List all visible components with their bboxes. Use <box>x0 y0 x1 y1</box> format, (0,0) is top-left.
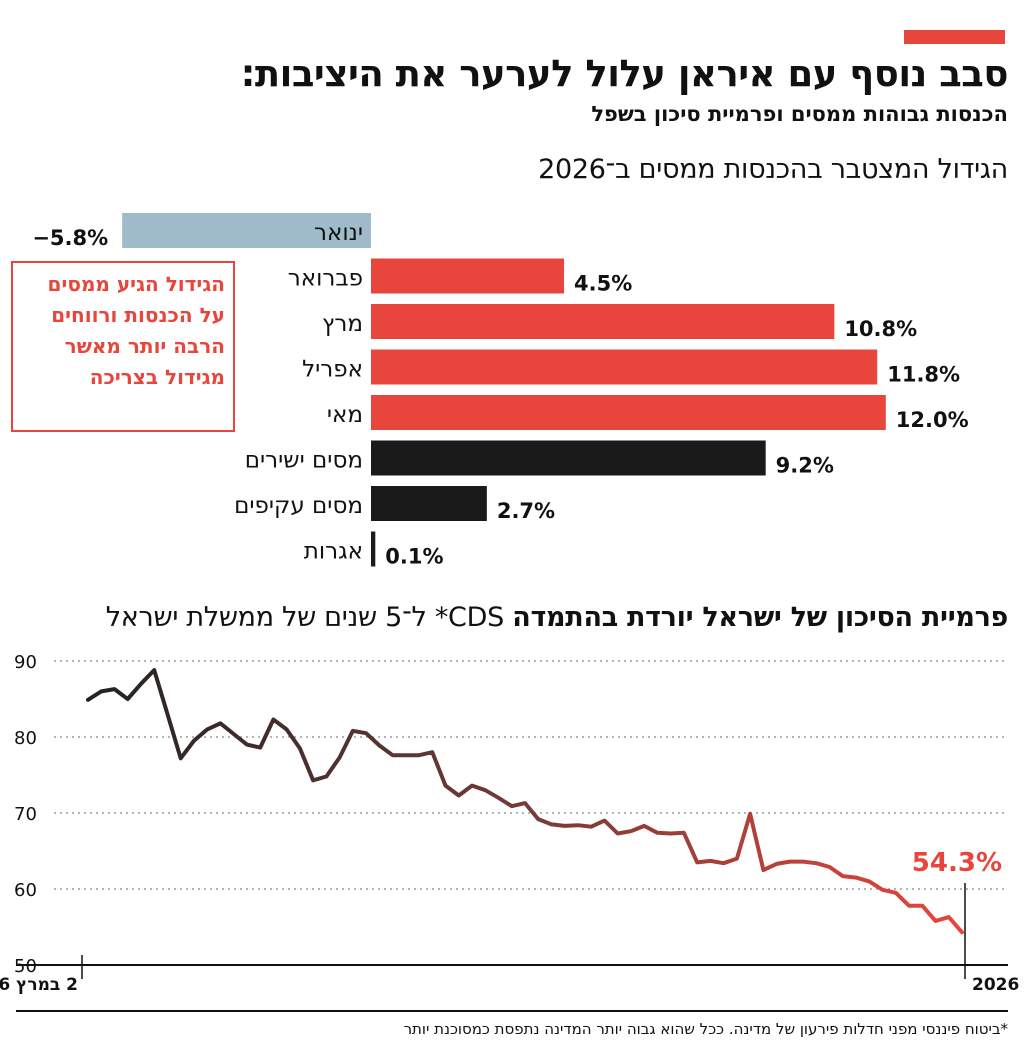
bar <box>371 486 487 521</box>
value-label: 11.8% <box>887 363 960 387</box>
line-chart: 50 60 70 80 90 54.3% 2 במרץ 2026 4 ביוני 2026 <box>0 652 1024 995</box>
category-label: מרץ <box>322 311 363 337</box>
value-label: 0.1% <box>385 545 443 569</box>
x-end-label: 4 ביוני 2026 <box>972 975 1024 995</box>
cds-line <box>86 668 964 935</box>
page-subtitle: הכנסות גבוהות ממסים ופרמיית סיכון בשפל <box>591 102 1008 126</box>
y-tick-label: 80 <box>14 728 37 749</box>
page-title: סבב נוסף עם איראן עלול לערער את היציבות: <box>240 52 1009 95</box>
category-label: אגרות <box>304 539 363 565</box>
accent-bar <box>904 30 1005 44</box>
category-label: מאי <box>327 402 363 428</box>
value-label: 4.5% <box>574 272 632 296</box>
bar <box>371 258 565 294</box>
category-label: פברואר <box>288 266 363 292</box>
category-label: ינואר <box>314 220 363 246</box>
y-tick-label: 50 <box>14 956 37 977</box>
line-chart-title: פרמיית הסיכון של ישראל יורדת בהתמדה CDS*… <box>105 600 1009 636</box>
bar <box>371 531 376 567</box>
bar-chart-title: הגידול המצטבר בהכנסות ממסים ב־2026 <box>538 154 1008 185</box>
bar <box>371 440 766 476</box>
bar-chart: ינואר −5.8% פברואר 4.5% מרץ 10.8% אפריל 11.8% מא… <box>32 213 969 569</box>
bar <box>122 213 372 248</box>
bar <box>371 304 835 339</box>
category-label: מסים ישירים <box>245 448 363 474</box>
x-start-label: 2 במרץ 2026 <box>0 975 78 995</box>
line-chart-title-rest: CDS* ל־5 שנים של ממשלת ישראל <box>105 602 513 633</box>
bar <box>371 349 878 385</box>
last-value-label: 54.3% <box>912 848 1002 878</box>
value-label: 10.8% <box>844 317 917 341</box>
y-tick-label: 90 <box>14 652 37 673</box>
category-label: מסים עקיפים <box>234 493 363 519</box>
footnote: *ביטוח פיננסי מפני חדלות פירעון של מדינה… <box>403 1020 1008 1038</box>
bar <box>371 395 886 430</box>
footnote-divider <box>16 1010 1008 1012</box>
y-tick-label: 70 <box>14 804 37 825</box>
value-label: 9.2% <box>776 454 834 478</box>
y-tick-label: 60 <box>14 880 37 901</box>
value-label: −5.8% <box>32 226 108 250</box>
callout-box: הגידול הגיע ממסים על הכנסות ורווחים הרבה… <box>11 261 235 432</box>
value-label: 12.0% <box>896 408 969 432</box>
line-chart-title-bold: פרמיית הסיכון של ישראל יורדת בהתמדה <box>512 602 1008 633</box>
value-label: 2.7% <box>497 499 555 523</box>
category-label: אפריל <box>302 357 363 383</box>
callout-text: הגידול הגיע ממסים על הכנסות ורווחים הרבה… <box>47 272 225 389</box>
